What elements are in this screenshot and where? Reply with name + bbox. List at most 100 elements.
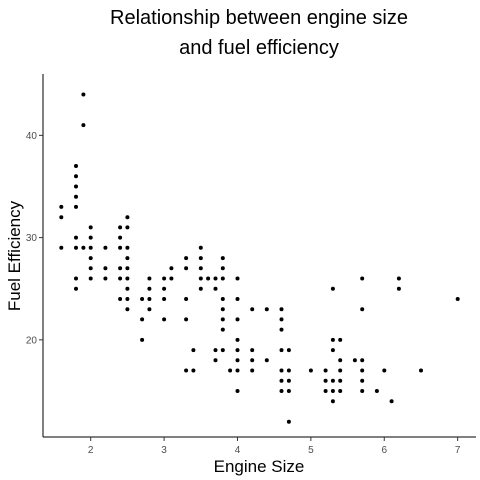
data-point-10	[74, 276, 78, 281]
data-point-41	[140, 337, 145, 342]
chart-title-line-1: Relationship between engine size	[110, 7, 408, 29]
data-point-47	[162, 286, 167, 291]
data-point-88	[250, 358, 255, 363]
data-point-118	[338, 389, 343, 393]
data-point-130	[396, 286, 401, 291]
data-point-90	[264, 307, 269, 312]
data-point-1	[59, 215, 64, 220]
data-point-79	[235, 297, 240, 301]
data-point-65	[213, 276, 218, 281]
data-point-67	[213, 348, 218, 353]
data-point-104	[308, 368, 313, 373]
data-point-59	[198, 245, 203, 250]
data-point-102	[286, 389, 291, 393]
data-point-15	[88, 225, 93, 230]
data-point-64	[206, 276, 211, 281]
data-point-72	[220, 297, 225, 301]
data-point-125	[360, 389, 365, 393]
data-point-30	[125, 215, 130, 220]
data-point-36	[125, 286, 130, 291]
data-point-25	[118, 235, 123, 240]
data-point-3	[74, 164, 78, 168]
x-tick-label-7: 7	[455, 445, 461, 456]
data-point-4	[74, 174, 78, 179]
data-point-38	[125, 307, 130, 312]
data-point-0	[59, 204, 64, 209]
data-point-77	[228, 368, 233, 373]
data-point-84	[235, 368, 240, 373]
data-point-7	[74, 204, 78, 209]
data-point-50	[169, 266, 174, 271]
data-point-23	[103, 276, 108, 281]
data-point-109	[330, 337, 335, 342]
data-point-12	[81, 92, 86, 97]
data-point-71	[220, 276, 225, 281]
data-point-20	[88, 276, 93, 281]
data-point-62	[198, 276, 203, 281]
data-point-83	[235, 358, 240, 363]
data-point-44	[147, 297, 152, 301]
data-point-54	[184, 297, 189, 301]
x-axis-title: Engine Size	[214, 457, 305, 476]
data-point-17	[88, 245, 93, 250]
data-point-40	[140, 317, 145, 322]
data-point-80	[235, 317, 240, 322]
x-tick-label-5: 5	[308, 445, 314, 456]
data-point-105	[323, 368, 328, 373]
data-point-48	[162, 297, 167, 301]
data-point-19	[88, 266, 93, 271]
data-point-87	[250, 348, 255, 353]
data-point-46	[162, 276, 167, 281]
data-point-108	[330, 286, 335, 291]
data-point-73	[220, 307, 225, 312]
data-point-66	[213, 286, 218, 291]
data-point-43	[147, 286, 152, 291]
y-axis-title: Fuel Efficiency	[5, 200, 24, 311]
data-point-82	[235, 348, 240, 353]
data-point-128	[389, 399, 394, 404]
y-tick-label-40: 40	[26, 131, 38, 142]
data-point-123	[360, 368, 365, 373]
data-point-29	[118, 297, 123, 301]
data-point-92	[279, 307, 284, 312]
data-point-89	[250, 368, 255, 373]
data-point-96	[279, 368, 284, 373]
data-point-103	[286, 419, 291, 424]
data-point-61	[198, 266, 203, 271]
data-point-101	[286, 378, 291, 383]
data-point-27	[118, 266, 123, 271]
x-tick-label-6: 6	[381, 445, 387, 456]
data-point-112	[330, 389, 335, 393]
data-point-13	[81, 123, 86, 128]
data-point-32	[125, 245, 130, 250]
data-point-63	[198, 286, 203, 291]
y-tick-label-20: 20	[26, 335, 38, 346]
data-point-11	[74, 286, 78, 291]
data-point-99	[286, 348, 291, 353]
data-point-68	[213, 358, 218, 363]
data-point-132	[455, 297, 460, 301]
data-point-24	[118, 225, 123, 230]
x-axis-ticks: 2 3 4 5 6 7	[88, 437, 461, 456]
data-point-78	[235, 276, 240, 281]
x-tick-label-3: 3	[161, 445, 167, 456]
data-point-117	[338, 378, 343, 383]
data-point-116	[338, 368, 343, 373]
data-point-120	[360, 276, 365, 281]
x-tick-label-2: 2	[88, 445, 94, 456]
data-point-33	[125, 256, 130, 261]
data-point-57	[191, 348, 196, 353]
x-tick-label-4: 4	[235, 445, 241, 456]
data-point-126	[374, 389, 379, 393]
data-point-26	[118, 245, 123, 250]
data-point-94	[279, 327, 284, 332]
data-point-81	[235, 337, 240, 342]
data-point-129	[396, 276, 401, 281]
data-point-2	[59, 245, 64, 250]
data-point-39	[140, 297, 145, 301]
y-axis-ticks: 20 30 40	[26, 131, 43, 346]
data-point-91	[264, 358, 269, 363]
data-point-35	[125, 276, 130, 281]
data-point-45	[147, 307, 152, 312]
data-point-16	[88, 235, 93, 240]
